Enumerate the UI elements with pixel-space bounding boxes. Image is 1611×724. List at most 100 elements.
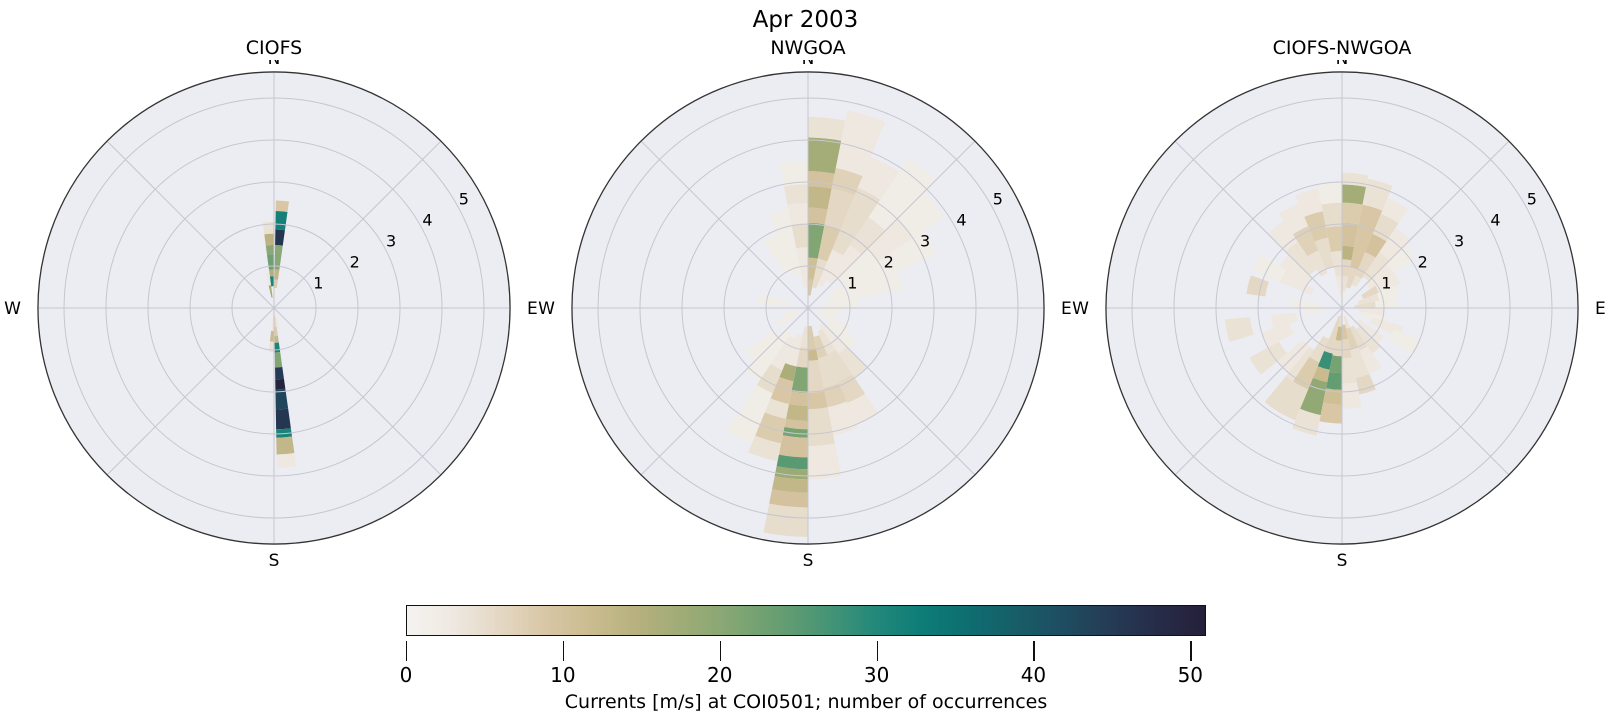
rose-wedge (1361, 285, 1379, 300)
rose-wedge (828, 270, 871, 299)
rose-wedge (827, 270, 903, 304)
rose-wedge (1355, 252, 1376, 279)
rose-wedge (786, 403, 809, 421)
radial-tick-label: 4 (422, 210, 432, 229)
rose-wedge (807, 391, 828, 410)
rose-wedge (274, 245, 283, 270)
rose-wedge (1279, 254, 1313, 285)
plot-title-ciofs: CIOFS (245, 37, 303, 59)
rose-wedge (276, 436, 295, 455)
rose-wedge (1317, 181, 1343, 205)
rose-wedge (1274, 381, 1309, 421)
rose-wedge (1386, 245, 1416, 273)
radial-tick-label: 3 (386, 231, 396, 250)
radial-tick-label: 2 (884, 252, 894, 271)
rose-wedge (785, 333, 803, 367)
rose-wedge (1354, 301, 1376, 309)
radial-tick-label: 4 (1490, 210, 1500, 229)
rose-wedge (807, 116, 846, 141)
rose-wedge (791, 224, 809, 249)
radial-tick-label: 1 (313, 273, 323, 292)
rose-wedge (1326, 371, 1343, 390)
plot-title-nwgoa: NWGOA (770, 37, 846, 59)
rose-wedge (827, 349, 853, 382)
rose-wedge (275, 388, 289, 410)
rose-wedge (1343, 315, 1351, 329)
rose-wedge (1329, 355, 1343, 374)
rose-wedge (1338, 314, 1343, 327)
colorbar-tick-mark (876, 641, 878, 661)
compass-label-e: E (527, 299, 538, 319)
rose-wedge (819, 322, 847, 354)
rose-wedge (1246, 275, 1269, 297)
rose-wedge (269, 330, 274, 342)
polar-plot-ciofs-nwgoa: CIOFS-NWGOA 1 2 3 4 5 N S W E (1072, 36, 1611, 588)
rose-wedge (770, 377, 794, 404)
rose-wedge (820, 307, 842, 315)
rose-wedge (1314, 237, 1334, 270)
polar-grid (571, 71, 1045, 545)
rose-wedge (1346, 327, 1359, 350)
rose-wedge (1374, 297, 1397, 309)
rose-wedge (817, 225, 841, 262)
rose-wedge (265, 272, 271, 286)
rose-wedge (264, 233, 275, 246)
rose-wedge (1323, 388, 1343, 405)
rose-wedge (863, 231, 937, 283)
rose-wedge (1291, 298, 1322, 309)
compass-label-w: W (538, 299, 555, 319)
polar-plot-nwgoa: NWGOA 1 2 3 4 5 N S W E (538, 36, 1078, 588)
colorbar: 0 10 20 30 40 50 Currents [m/s] at COI0501; n… (400, 605, 1206, 713)
rose-wedge (807, 279, 814, 296)
rose-wedges (262, 200, 297, 468)
rose-wedge (807, 222, 825, 259)
colorbar-tick-mark (406, 641, 408, 661)
compass-label-n: N (802, 60, 815, 69)
rose-wedge (838, 374, 866, 404)
rose-wedge (1304, 307, 1326, 316)
rose-wedge (748, 435, 781, 462)
radial-tick-label: 5 (459, 189, 469, 208)
rose-wedge (265, 244, 275, 255)
rose-wedge (787, 202, 809, 226)
rose-wedge (271, 286, 275, 300)
compass-label-w: W (1072, 299, 1089, 319)
polar-outline (571, 71, 1045, 545)
rose-wedge (1317, 351, 1333, 370)
rose-wedge (783, 184, 809, 206)
radial-tick-label: 3 (1454, 231, 1464, 250)
rose-wedge (274, 314, 280, 329)
rose-wedge (1356, 204, 1383, 242)
rose-wedge (269, 276, 275, 287)
rose-wedge (1252, 254, 1287, 283)
rose-wedge (745, 331, 779, 362)
rose-wedge (1362, 178, 1393, 211)
ciofs-nwgoa-rose-chart: 1 2 3 4 5 N S W E (1072, 60, 1606, 571)
figure-suptitle: Apr 2003 (752, 7, 859, 33)
compass-label-e: E (1061, 299, 1072, 319)
rose-wedge (783, 309, 801, 318)
rose-wedge (763, 234, 792, 274)
rose-wedge (274, 326, 278, 337)
rose-wedge (1285, 241, 1317, 276)
radial-tick-label: 5 (1527, 189, 1537, 208)
radial-tick-label: 4 (956, 210, 966, 229)
rose-wedge (276, 453, 297, 468)
compass-label-s: S (803, 551, 814, 571)
ciofs-rose-chart: 1 2 3 4 5 N S W E (4, 60, 538, 571)
rose-wedge (807, 137, 842, 174)
rose-wedge (1333, 315, 1341, 329)
rose-wedge (274, 316, 277, 327)
rose-wedge (776, 312, 798, 327)
colorbar-tick-mark (719, 641, 721, 661)
rose-wedge (1307, 250, 1328, 277)
polar-outline (1105, 71, 1579, 545)
rose-wedge (1375, 273, 1401, 293)
rose-wedge (1341, 276, 1349, 292)
colorbar-tick-mark (1033, 641, 1035, 661)
rose-wedge (1249, 341, 1287, 375)
rose-wedge (867, 218, 913, 262)
rose-wedge (807, 348, 819, 361)
rose-wedge (769, 489, 809, 508)
